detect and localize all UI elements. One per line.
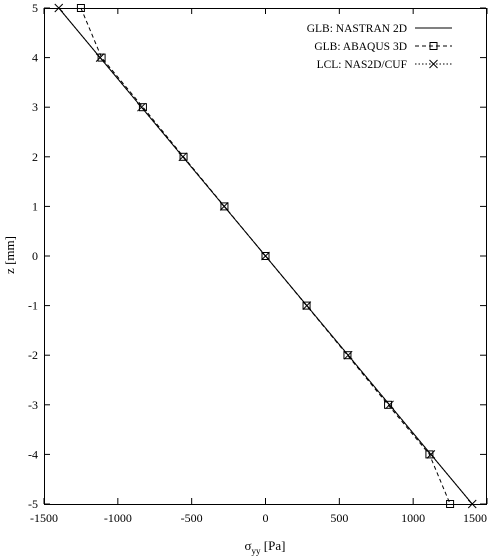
x-axis-label: σyy [Pa] bbox=[245, 538, 286, 556]
data-point bbox=[95, 53, 105, 62]
data-point bbox=[137, 102, 146, 112]
data-point bbox=[302, 301, 312, 310]
y-tick-label: -1 bbox=[28, 299, 38, 313]
x-tick-label: 1500 bbox=[463, 511, 487, 525]
series-3 bbox=[54, 3, 477, 509]
x-axis-label-sub: yy bbox=[252, 546, 262, 556]
legend-marker bbox=[429, 59, 438, 69]
data-point bbox=[138, 103, 147, 112]
data-point bbox=[97, 53, 106, 62]
data-point bbox=[446, 500, 455, 508]
x-tick-label: 500 bbox=[330, 511, 348, 525]
data-point bbox=[54, 3, 64, 13]
y-tick-label: -4 bbox=[28, 447, 38, 461]
axis-ticks: -1500 -1000 -500 0 500 1000 1500 -5 -4 -3 -2 -1 0 1 2 3… bbox=[28, 1, 488, 525]
series-layer bbox=[54, 3, 477, 509]
y-tick-label: 0 bbox=[32, 249, 38, 263]
x-axis-label-main: σ bbox=[245, 538, 252, 553]
x-tick-label: 1000 bbox=[401, 511, 425, 525]
data-point bbox=[178, 152, 188, 162]
data-point bbox=[220, 202, 229, 211]
legend-marker bbox=[429, 42, 438, 50]
y-tick-label: -2 bbox=[28, 348, 38, 362]
data-point bbox=[426, 450, 436, 459]
data-point bbox=[76, 4, 85, 12]
data-point bbox=[179, 152, 188, 161]
data-point bbox=[384, 400, 393, 409]
data-point bbox=[467, 499, 477, 509]
x-tick-label: -500 bbox=[181, 511, 203, 525]
legend: GLB: NASTRAN 2D GLB: ABAQUS 3D LCL: NAS2D/… bbox=[307, 23, 452, 71]
data-point bbox=[385, 400, 394, 410]
legend-label: GLB: ABAQUS 3D bbox=[314, 41, 407, 53]
x-axis-label-unit: [Pa] bbox=[261, 538, 286, 553]
data-point bbox=[261, 252, 270, 260]
y-tick-label: 4 bbox=[32, 51, 38, 65]
data-point bbox=[302, 301, 311, 310]
legend-label: GLB: NASTRAN 2D bbox=[307, 23, 407, 35]
y-tick-label: -3 bbox=[28, 398, 38, 412]
legend-label: LCL: NAS2D/CUF bbox=[317, 59, 407, 71]
y-tick-label: -5 bbox=[28, 497, 38, 511]
y-axis-label: z [mm] bbox=[2, 236, 17, 274]
x-tick-label: 0 bbox=[263, 511, 269, 525]
y-tick-label: 1 bbox=[32, 199, 38, 213]
y-tick-label: 3 bbox=[32, 100, 38, 114]
data-point bbox=[425, 450, 434, 459]
x-tick-label: -1500 bbox=[30, 511, 58, 525]
data-point bbox=[343, 351, 352, 360]
y-tick-label: 5 bbox=[32, 1, 38, 15]
x-tick-label: -1000 bbox=[104, 511, 132, 525]
data-point bbox=[343, 350, 353, 360]
data-point bbox=[219, 202, 229, 211]
data-point bbox=[261, 251, 270, 261]
y-tick-label: 2 bbox=[32, 150, 38, 164]
